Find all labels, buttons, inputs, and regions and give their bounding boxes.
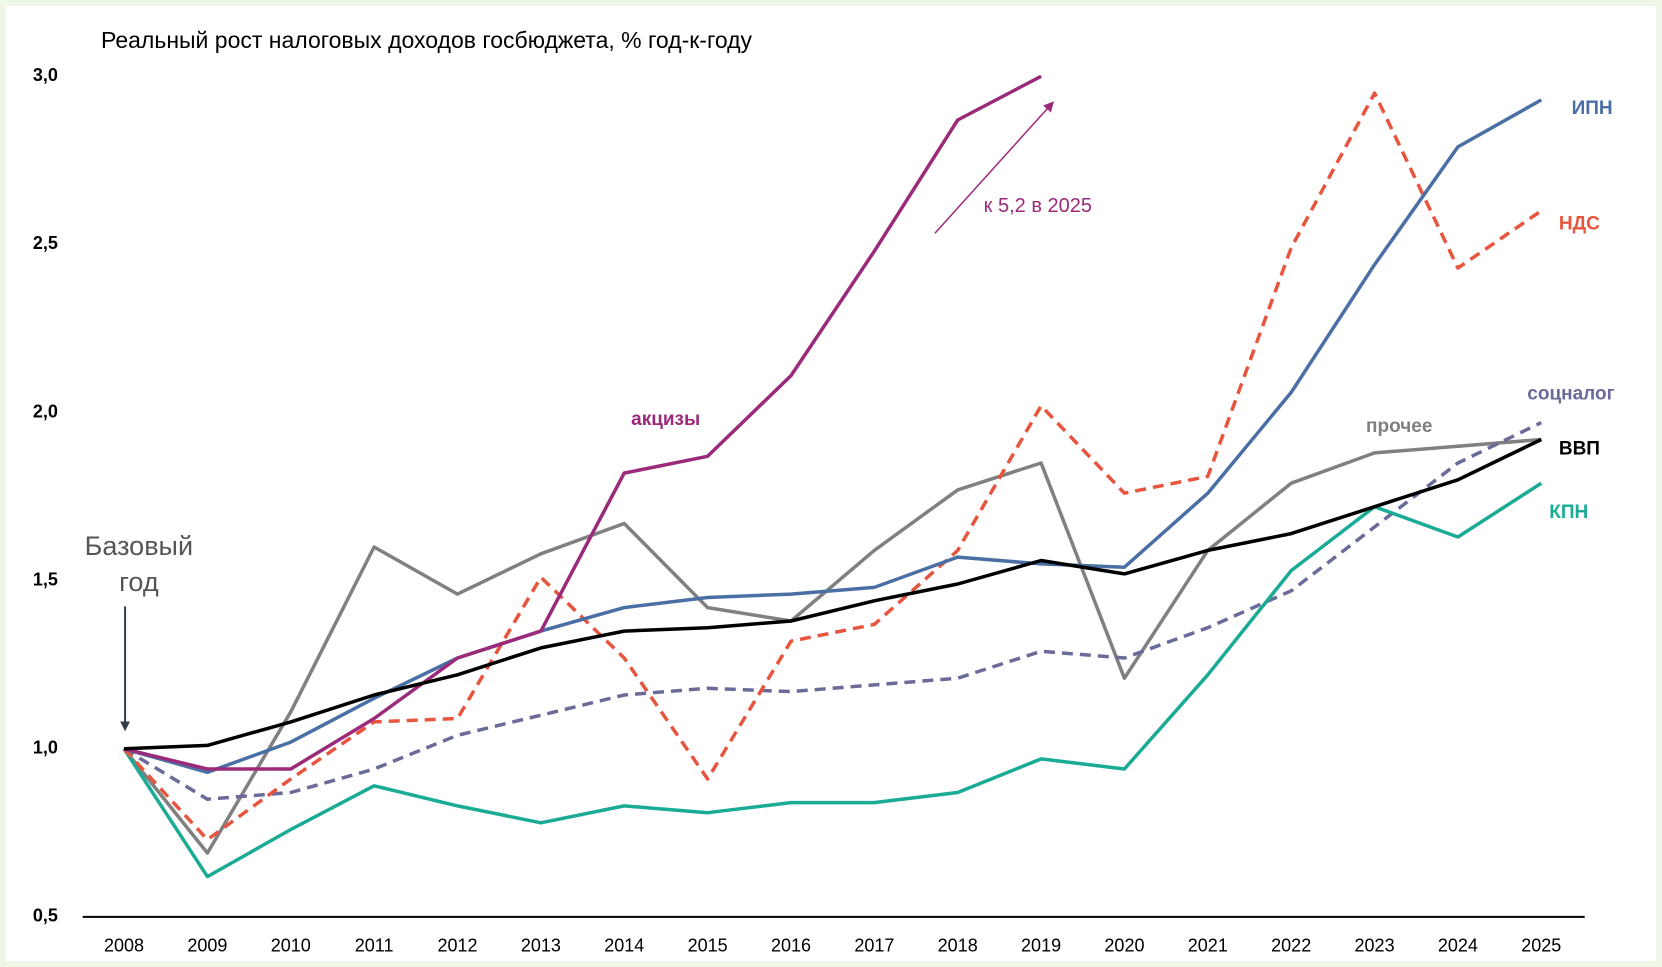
chart-title: Реальный рост налоговых доходов госбюдже… [101, 27, 753, 53]
plot-background [6, 6, 1656, 961]
x-tick-label: 2019 [1021, 935, 1061, 955]
annotation: к 5,2 в 2025 [984, 195, 1092, 217]
series-label: акцизы [631, 409, 700, 430]
series-label: КПН [1549, 502, 1588, 523]
x-tick-label: 2023 [1355, 935, 1395, 955]
x-tick-label: 2010 [271, 935, 311, 955]
series-label: прочее [1366, 416, 1432, 437]
x-tick-label: 2014 [604, 935, 644, 955]
series-label: НДС [1559, 214, 1600, 235]
series-line [122, 437, 1542, 855]
series-label: соцналог [1527, 383, 1614, 404]
x-tick-label: 2011 [355, 935, 394, 955]
x-tick-label: 2016 [771, 935, 811, 955]
y-tick-label: 1,5 [33, 569, 58, 589]
x-tick-label: 2025 [1521, 935, 1561, 955]
y-tick-label: 0,5 [33, 906, 58, 926]
y-tick-label: 2,5 [33, 233, 58, 253]
x-tick-label: 2021 [1188, 935, 1228, 955]
x-tick-label: 2013 [521, 935, 561, 955]
x-tick-label: 2015 [688, 935, 728, 955]
series-line [123, 98, 1543, 775]
y-tick-label: 3,0 [33, 65, 58, 85]
series-line [123, 437, 1543, 751]
annotation: год [119, 567, 159, 597]
x-tick-label: 2017 [854, 935, 894, 955]
annotation: Базовый [85, 531, 193, 561]
series-line [122, 481, 1543, 879]
x-tick-label: 2020 [1104, 935, 1144, 955]
series-label: ИПН [1572, 98, 1613, 119]
y-tick-label: 2,0 [33, 401, 58, 421]
x-tick-label: 2012 [437, 935, 477, 955]
series-line [123, 421, 1543, 801]
x-tick-label: 2008 [104, 935, 144, 955]
x-tick-label: 2024 [1438, 935, 1478, 955]
y-tick-label: 1,0 [33, 738, 58, 758]
arrow [934, 101, 1054, 234]
x-tick-label: 2022 [1271, 935, 1311, 955]
x-tick-label: 2018 [938, 935, 978, 955]
series-label: ВВП [1559, 438, 1600, 459]
series-line [123, 74, 1042, 771]
x-tick-label: 2009 [187, 935, 227, 955]
series-line [122, 91, 1543, 842]
